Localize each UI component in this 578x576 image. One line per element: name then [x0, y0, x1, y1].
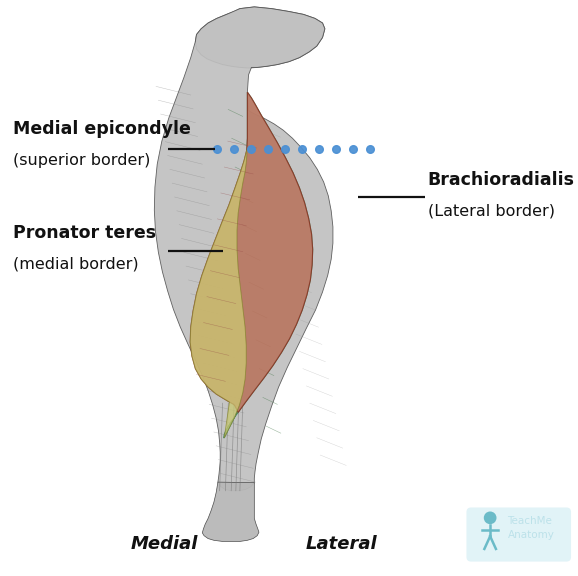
Text: Brachioradialis: Brachioradialis [428, 171, 575, 189]
Text: (Lateral border): (Lateral border) [428, 204, 555, 219]
Polygon shape [195, 7, 325, 68]
Polygon shape [224, 92, 313, 438]
Text: Medial epicondyle: Medial epicondyle [13, 120, 191, 138]
Circle shape [484, 511, 497, 524]
Text: TeachMe: TeachMe [507, 517, 553, 526]
Polygon shape [202, 482, 259, 541]
Text: (superior border): (superior border) [13, 153, 150, 168]
Text: Pronator teres: Pronator teres [13, 224, 156, 242]
Text: Anatomy: Anatomy [507, 530, 554, 540]
FancyBboxPatch shape [466, 507, 571, 562]
Polygon shape [190, 150, 247, 438]
Text: Medial: Medial [131, 535, 198, 553]
Text: (medial border): (medial border) [13, 257, 138, 272]
Text: Lateral: Lateral [305, 535, 377, 553]
Polygon shape [190, 92, 313, 412]
Polygon shape [154, 7, 333, 491]
